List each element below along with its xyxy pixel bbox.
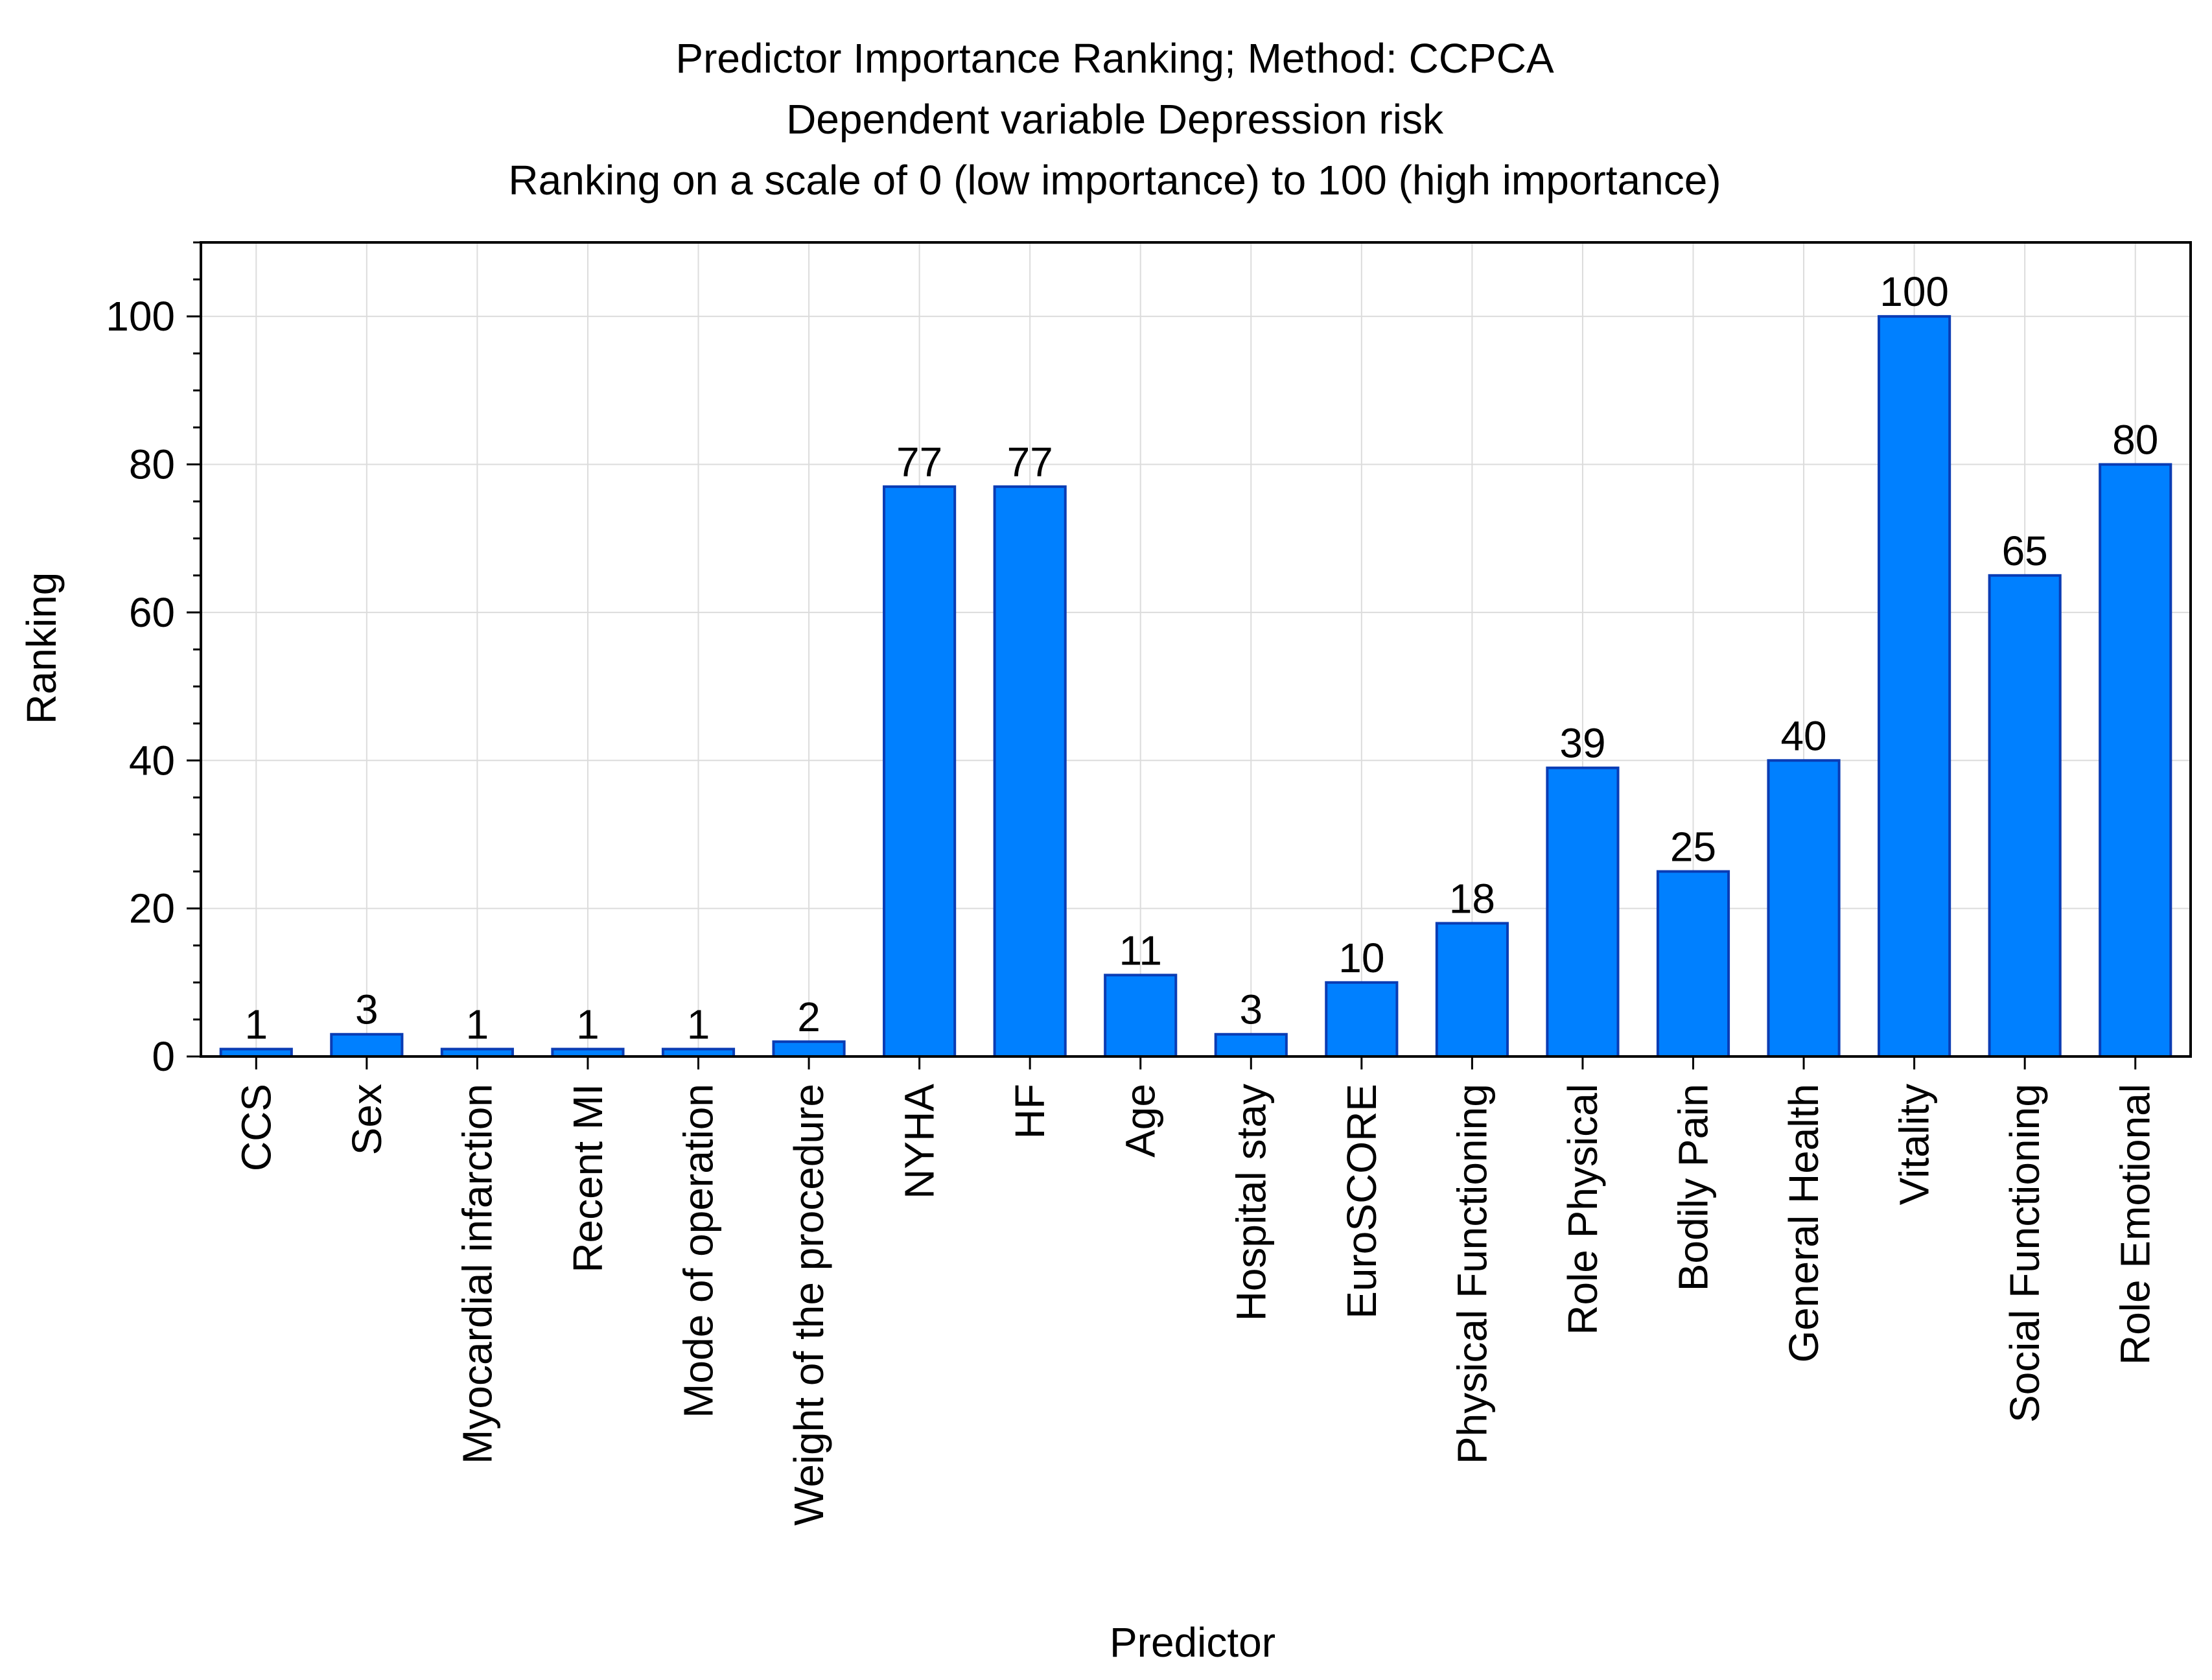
x-tick-label: EuroSCORE xyxy=(1338,1084,1385,1319)
x-tick-label: General Health xyxy=(1780,1084,1827,1362)
x-tick-label: Role Emotional xyxy=(2112,1084,2159,1365)
x-tick-label: Age xyxy=(1117,1084,1164,1158)
y-tick-label: 40 xyxy=(129,737,175,784)
bar-value-label: 1 xyxy=(687,1001,710,1048)
x-tick-label: Role Physical xyxy=(1559,1084,1606,1335)
x-tick-label: Vitality xyxy=(1891,1084,1938,1205)
bar-value-label: 40 xyxy=(1780,712,1826,759)
x-tick-label: Myocardial infarction xyxy=(454,1084,500,1464)
bar xyxy=(1435,922,1509,1058)
x-axis-title: Predictor xyxy=(1110,1619,1275,1666)
bar-value-label: 39 xyxy=(1559,720,1605,767)
y-tick-label: 80 xyxy=(129,441,175,488)
chart-title-line-1: Predictor Importance Ranking; Method: CC… xyxy=(675,35,1554,82)
bar xyxy=(330,1032,404,1058)
bar xyxy=(1656,870,1730,1058)
bar-value-label: 3 xyxy=(355,986,378,1033)
x-tick-label: Recent MI xyxy=(565,1084,611,1273)
bar-value-label: 65 xyxy=(2002,528,2048,574)
bar xyxy=(1214,1032,1288,1058)
bar-value-label: 10 xyxy=(1338,935,1384,981)
x-tick-label: Mode of operation xyxy=(675,1084,722,1418)
bar-value-label: 1 xyxy=(576,1001,600,1048)
bar-value-label: 1 xyxy=(466,1001,489,1048)
x-tick-label: Social Functioning xyxy=(2001,1084,2048,1423)
bar-value-label: 2 xyxy=(797,994,821,1040)
bar xyxy=(1878,315,1951,1058)
x-axis-ticks: CCS Sex Myocardial infarction Recent MI Mode… xyxy=(233,1056,2159,1526)
bar xyxy=(2099,463,2172,1058)
bars xyxy=(219,315,2172,1058)
bar xyxy=(772,1040,846,1058)
bar-value-label: 100 xyxy=(1880,268,1949,315)
bar-value-label: 3 xyxy=(1239,986,1263,1033)
bar-value-label: 77 xyxy=(1007,439,1053,485)
y-axis-ticks: 0 20 40 60 80 100 xyxy=(106,241,201,1080)
x-tick-label: NYHA xyxy=(896,1084,943,1199)
chart-title-line-3: Ranking on a scale of 0 (low importance)… xyxy=(508,157,1721,204)
chart-title-line-2: Dependent variable Depression risk xyxy=(786,96,1444,143)
x-tick-label: Sex xyxy=(343,1084,390,1155)
bar-value-label: 77 xyxy=(896,439,942,485)
x-tick-label: Physical Functioning xyxy=(1449,1084,1495,1464)
x-tick-label: Weight of the procedure xyxy=(786,1084,832,1526)
bar xyxy=(1546,766,1620,1058)
x-tick-label: Hospital stay xyxy=(1228,1084,1274,1321)
y-axis-title: Ranking xyxy=(18,572,65,725)
bar-value-label: 11 xyxy=(1119,927,1162,974)
bar-value-label: 18 xyxy=(1449,875,1495,922)
x-tick-label: HF xyxy=(1007,1084,1053,1139)
bar xyxy=(1104,974,1178,1058)
bar xyxy=(993,485,1067,1058)
y-tick-label: 100 xyxy=(106,293,175,340)
bar xyxy=(1988,574,2062,1058)
x-tick-label: CCS xyxy=(233,1084,279,1171)
bar-value-label: 80 xyxy=(2112,417,2158,463)
y-tick-label: 0 xyxy=(152,1033,175,1080)
y-tick-label: 60 xyxy=(129,589,175,636)
y-tick-label: 20 xyxy=(129,885,175,932)
bar xyxy=(1767,759,1841,1058)
x-tick-label: Bodily Pain xyxy=(1670,1084,1717,1291)
bar-value-label: 25 xyxy=(1670,824,1716,870)
bar xyxy=(1325,981,1399,1058)
bar xyxy=(883,485,957,1058)
bar-value-label: 1 xyxy=(244,1001,268,1048)
